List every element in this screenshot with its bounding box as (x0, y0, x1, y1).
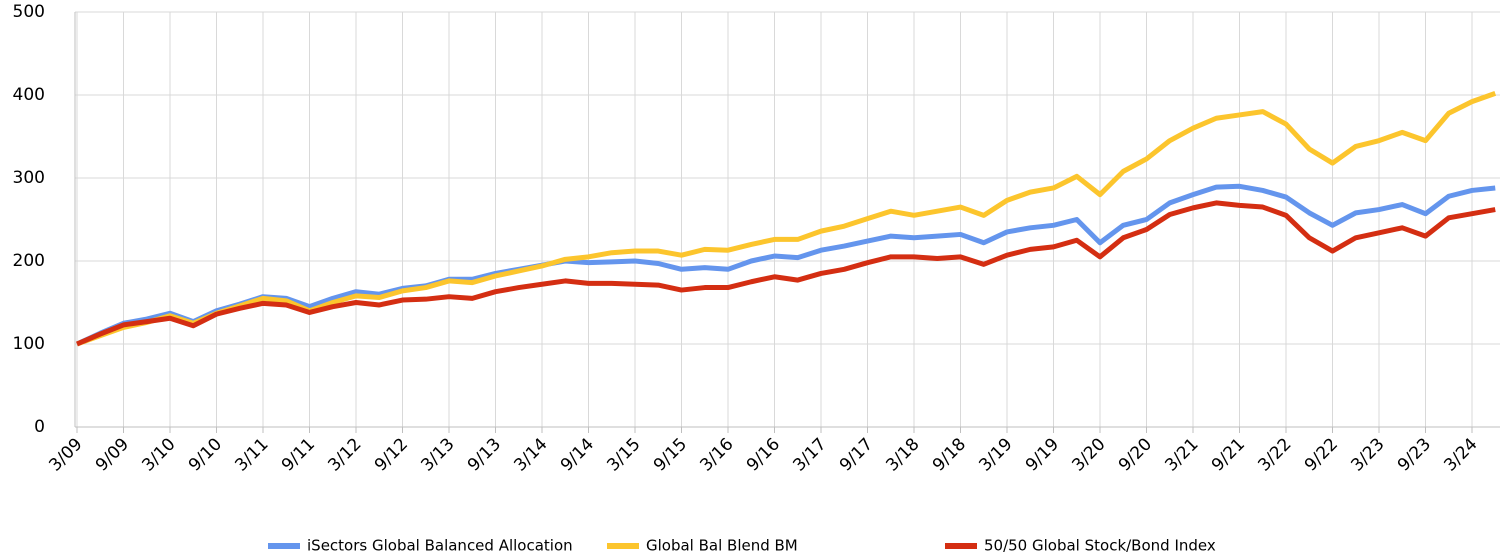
series-line (75, 183, 1496, 347)
x-tick-label: 9/13 (464, 434, 505, 475)
x-tick-label: 3/22 (1254, 434, 1295, 475)
x-tick-label: 3/20 (1068, 434, 1109, 475)
x-tick-label: 3/17 (789, 434, 830, 475)
x-tick-label: 3/13 (417, 434, 458, 475)
y-tick-label: 300 (13, 168, 45, 188)
y-tick-label: 400 (13, 85, 45, 105)
x-tick-label: 3/21 (1161, 434, 1202, 475)
x-tick-label: 9/11 (278, 434, 319, 475)
x-tick-label: 9/18 (929, 434, 970, 475)
x-tick-label: 9/21 (1208, 434, 1249, 475)
x-tick-label: 9/09 (92, 434, 133, 475)
y-tick-label: 500 (13, 2, 45, 22)
x-tick-label: 3/16 (696, 434, 737, 475)
x-tick-label: 9/16 (743, 434, 784, 475)
series-line (76, 200, 1496, 347)
x-tick-label: 9/19 (1022, 434, 1063, 475)
x-tick-label: 9/23 (1394, 434, 1435, 475)
x-tick-label: 3/15 (603, 434, 644, 475)
x-tick-label: 9/12 (371, 434, 412, 475)
x-tick-label: 9/14 (557, 434, 598, 475)
x-tick-label: 3/19 (975, 434, 1016, 475)
x-tick-label: 9/20 (1115, 434, 1156, 475)
legend-label: iSectors Global Balanced Allocation (307, 537, 573, 555)
y-tick-label: 200 (13, 251, 45, 271)
x-tick-label: 3/11 (231, 434, 272, 475)
legend-label: Global Bal Blend BM (646, 537, 798, 555)
x-tick-label: 9/10 (185, 434, 226, 475)
x-tick-label: 3/23 (1347, 434, 1388, 475)
x-tick-label: 9/22 (1301, 434, 1342, 475)
x-tick-label: 3/24 (1440, 434, 1481, 475)
x-tick-label: 9/17 (836, 434, 877, 475)
x-tick-label: 3/10 (138, 434, 179, 475)
legend-label: 50/50 Global Stock/Bond Index (984, 537, 1216, 555)
x-tick-label: 3/14 (510, 434, 551, 475)
y-tick-label: 100 (13, 334, 45, 354)
y-tick-label: 0 (34, 417, 45, 437)
x-tick-label: 9/15 (650, 434, 691, 475)
x-tick-label: 3/09 (45, 434, 86, 475)
x-tick-label: 3/12 (324, 434, 365, 475)
x-tick-label: 3/18 (882, 434, 923, 475)
